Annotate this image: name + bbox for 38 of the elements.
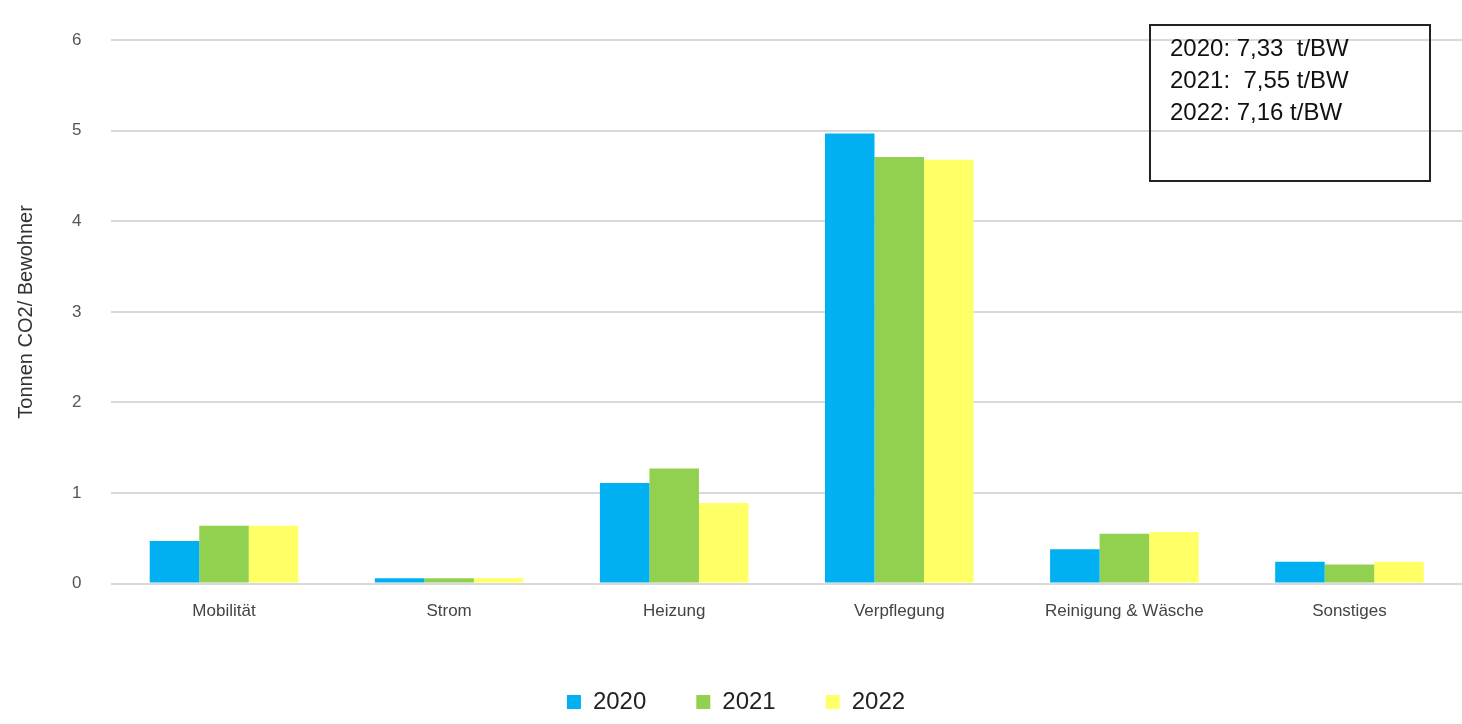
y-tick-label: 3 (71, 301, 82, 321)
x-tick-label: Mobilität (192, 601, 256, 621)
bar (199, 525, 249, 583)
bar (649, 468, 699, 583)
annotation: 2022: 7,16 t/BW (1170, 97, 1343, 125)
y-tick-label: 5 (71, 120, 82, 140)
y-tick-label: 4 (71, 211, 82, 231)
bar (1099, 533, 1150, 583)
bar (924, 159, 974, 583)
bar (698, 503, 749, 583)
bar (248, 525, 299, 583)
x-tick-label: Verpflegung (853, 601, 945, 621)
y-tick-label: 6 (71, 29, 82, 49)
y-tick-label: 1 (71, 482, 82, 502)
x-tick-label: Strom (426, 601, 472, 621)
bar (599, 483, 650, 583)
x-tick-label: Reinigung & Wäsche (1044, 601, 1204, 621)
x-tick-label: Sonstiges (1312, 601, 1387, 621)
y-tick-label: 0 (71, 573, 82, 593)
bar (149, 541, 200, 583)
bar (473, 578, 524, 583)
bar (1275, 561, 1325, 583)
bar (824, 133, 875, 583)
x-tick-label: Heizung (642, 601, 706, 621)
legend-label: 2022 (851, 686, 906, 714)
annotation: 2021: 7,55 t/BW (1170, 65, 1350, 93)
legend-label: 2021 (722, 686, 776, 714)
bar (1050, 549, 1100, 583)
y-axis-title: Tonnen CO2/ Bewohner (13, 204, 36, 419)
legend-label: 2020 (592, 686, 647, 714)
annotation: 2020: 7,33 t/BW (1170, 33, 1350, 61)
bar (374, 578, 425, 583)
bar (1324, 564, 1375, 583)
y-tick-label: 2 (71, 392, 82, 412)
bar (874, 157, 925, 583)
bar (1374, 561, 1424, 583)
bar (424, 578, 474, 583)
bar (1149, 531, 1199, 583)
